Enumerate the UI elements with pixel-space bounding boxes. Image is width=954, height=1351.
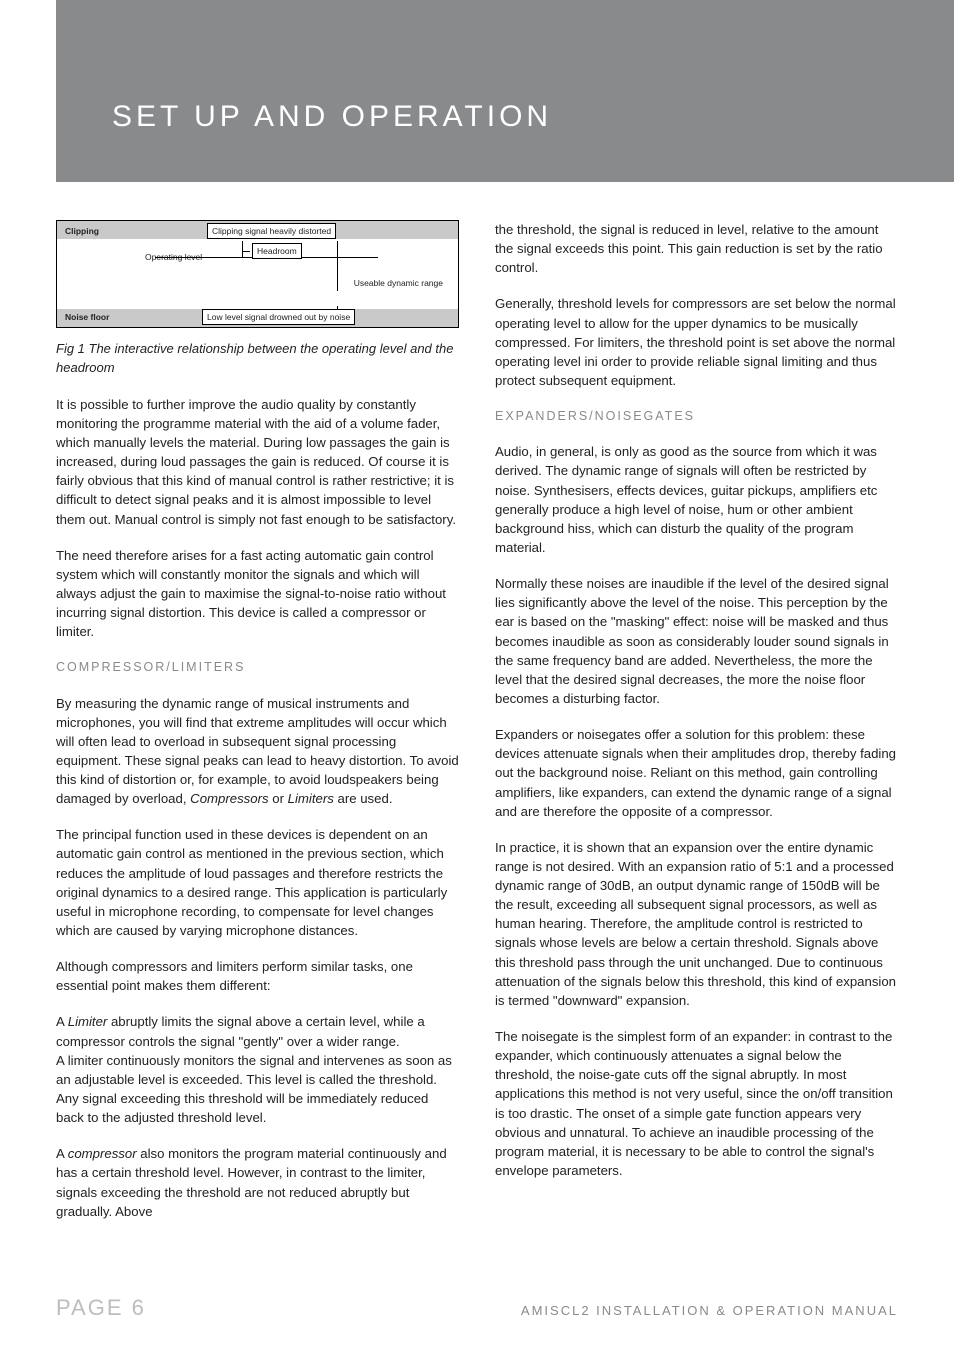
body-text: Although compressors and limiters perfor… [56,957,459,995]
left-column: Clipping Clipping signal heavily distort… [56,220,459,1221]
fig-brace-v [242,241,243,257]
text-run: A limiter continuously monitors the sign… [56,1053,452,1125]
term-compressor: compressor [68,1146,137,1161]
section-heading-expanders: EXPANDERS/NOISEGATES [495,407,898,425]
term-limiters: Limiters [288,791,334,806]
fig-clipping-desc: Clipping signal heavily distorted [207,223,336,239]
body-text: A Limiter abruptly limits the signal abo… [56,1012,459,1127]
body-text: Normally these noises are inaudible if t… [495,574,898,708]
fig-noise-desc: Low level signal drowned out by noise [202,309,355,325]
body-text: The need therefore arises for a fast act… [56,546,459,642]
body-text: A compressor also monitors the program m… [56,1144,459,1221]
body-text: By measuring the dynamic range of musica… [56,694,459,809]
manual-title: AMISCL2 INSTALLATION & OPERATION MANUAL [521,1303,898,1318]
text-run: By measuring the dynamic range of musica… [56,696,459,807]
body-text: In practice, it is shown that an expansi… [495,838,898,1010]
page: SET UP AND OPERATION Clipping Clipping s… [0,0,954,1351]
text-run: A [56,1014,68,1029]
right-column: the threshold, the signal is reduced in … [495,220,898,1221]
fig-dynrange-label: Useable dynamic range [354,277,443,289]
figure-caption: Fig 1 The interactive relationship betwe… [56,340,459,378]
body-text: Audio, in general, is only as good as th… [495,442,898,557]
body-text: The noisegate is the simplest form of an… [495,1027,898,1180]
text-run: are used. [334,791,393,806]
term-compressors: Compressors [190,791,268,806]
page-number: PAGE 6 [56,1295,146,1321]
text-run: abruptly limits the signal above a certa… [56,1014,425,1048]
page-title: SET UP AND OPERATION [112,100,954,134]
body-text: It is possible to further improve the au… [56,395,459,529]
body-text: The principal function used in these dev… [56,825,459,940]
fig-noisefloor-label: Noise floor [65,311,109,323]
content-columns: Clipping Clipping signal heavily distort… [56,220,898,1221]
figure-diagram: Clipping Clipping signal heavily distort… [56,220,459,328]
fig-headroom-label: Headroom [252,243,302,259]
body-text: the threshold, the signal is reduced in … [495,220,898,277]
fig-dyn-line [337,241,338,291]
term-limiter: Limiter [68,1014,108,1029]
body-text: Generally, threshold levels for compress… [495,294,898,390]
text-run: A [56,1146,68,1161]
text-run: or [269,791,288,806]
body-text: Expanders or noisegates offer a solution… [495,725,898,821]
header-bar: SET UP AND OPERATION [56,0,954,182]
page-footer: PAGE 6 AMISCL2 INSTALLATION & OPERATION … [56,1295,898,1321]
section-heading-compressor: COMPRESSOR/LIMITERS [56,658,459,676]
fig-clipping-label: Clipping [65,225,99,237]
fig-brace-h [242,251,250,252]
